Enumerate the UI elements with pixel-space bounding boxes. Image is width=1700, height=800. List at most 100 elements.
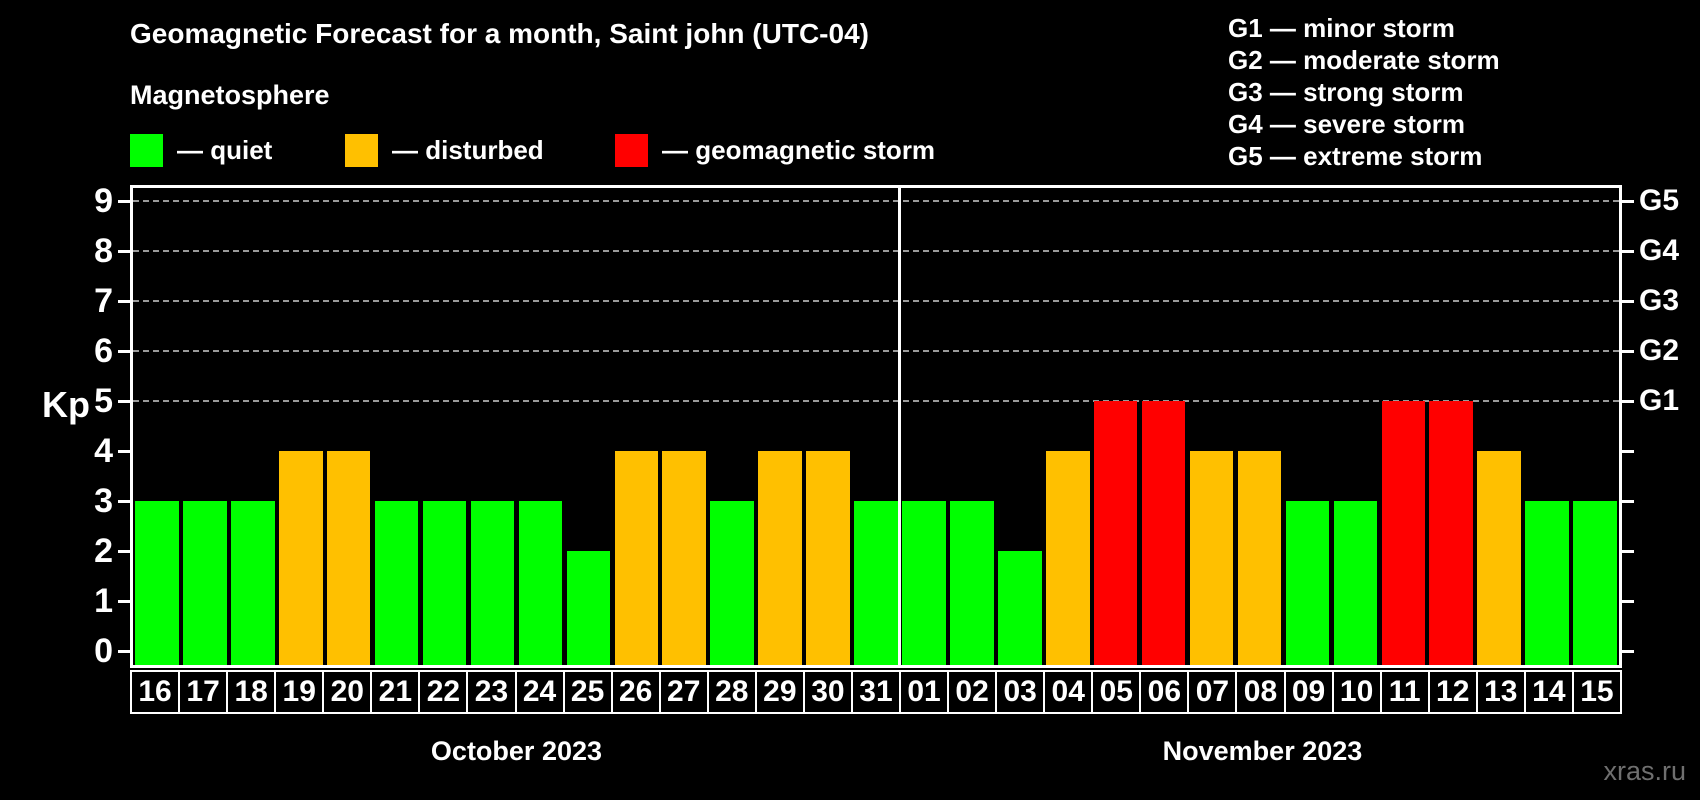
bar-day-30	[806, 451, 850, 665]
bar-day-22	[422, 501, 467, 665]
day-cell-16: 16	[130, 670, 181, 714]
left-axis-tick-8	[118, 250, 131, 253]
day-label-row: 16 17 18 19 20 21 22 23 24 25 26 27 28 29 30 31 01 02 03 04…	[130, 670, 1622, 714]
bar-day-12	[1429, 401, 1473, 665]
day-cell-20: 20	[322, 670, 373, 714]
bar-day-27	[662, 451, 707, 665]
day-cell-21: 21	[370, 670, 421, 714]
left-axis-tick-4	[118, 450, 131, 453]
y-axis-tick-label-3: 3	[94, 482, 113, 520]
left-axis-tick-1	[118, 600, 131, 603]
bar-day-15	[1573, 501, 1617, 665]
plot-area: 0 1 2 3 4 5 6 7 8 9 G1 G2 G3 G4 G5	[94, 182, 1679, 670]
y-axis-tick-label-6: 6	[94, 332, 113, 370]
right-axis-tick-6	[1621, 350, 1634, 353]
y-axis-title: Kp	[42, 384, 90, 425]
day-cell-07: 07	[1187, 670, 1238, 714]
right-axis-tick-9	[1621, 200, 1634, 203]
bar-day-14	[1525, 501, 1569, 665]
legend-item-disturbed: — disturbed	[345, 134, 544, 167]
day-cell-02: 02	[947, 670, 998, 714]
bar-day-31	[854, 501, 898, 665]
day-cell-06: 06	[1139, 670, 1190, 714]
gridline-kp-9	[133, 200, 1619, 202]
day-cell-23: 23	[466, 670, 517, 714]
bar-day-13	[1477, 451, 1521, 665]
g-legend-line-g1: G1 — minor storm	[1228, 13, 1455, 43]
day-cell-22: 22	[418, 670, 469, 714]
day-cell-25: 25	[562, 670, 613, 714]
bar-day-04	[1045, 451, 1090, 665]
day-cell-12: 12	[1427, 670, 1478, 714]
watermark: xras.ru	[1603, 756, 1686, 786]
page-title: Geomagnetic Forecast for a month, Saint …	[130, 18, 869, 49]
bar-day-03	[998, 551, 1042, 665]
g-axis-label-g4: G4	[1639, 234, 1680, 267]
gridline-kp-7	[133, 300, 1619, 302]
right-axis-tick-5	[1621, 400, 1634, 403]
left-axis-tick-2	[118, 550, 131, 553]
day-cell-09: 09	[1283, 670, 1334, 714]
day-cell-27: 27	[658, 670, 709, 714]
g-axis-label-g2: G2	[1639, 334, 1680, 367]
day-cell-14: 14	[1523, 670, 1574, 714]
y-axis-tick-label-0: 0	[94, 632, 113, 670]
left-axis-tick-5	[118, 400, 131, 403]
g-scale-legend: G1 — minor storm G2 — moderate storm G3 …	[1228, 12, 1500, 172]
legend-label-disturbed: — disturbed	[392, 135, 544, 165]
bar-day-23	[470, 501, 515, 665]
day-cell-26: 26	[610, 670, 661, 714]
left-axis-tick-6	[118, 350, 131, 353]
left-axis-tick-7	[118, 300, 131, 303]
day-cell-18: 18	[226, 670, 277, 714]
y-axis-tick-label-1: 1	[94, 582, 113, 620]
left-axis-tick-0	[118, 650, 131, 653]
legend-label-storm: — geomagnetic storm	[662, 135, 936, 165]
day-cell-11: 11	[1379, 670, 1430, 714]
month-label-november: November 2023	[1162, 736, 1363, 766]
left-axis-tick-9	[118, 200, 131, 203]
g-axis-label-g5: G5	[1639, 184, 1680, 217]
bar-day-11	[1381, 401, 1426, 665]
bar-day-16	[135, 501, 179, 665]
g-axis-label-g3: G3	[1639, 284, 1680, 317]
right-axis-tick-3	[1621, 500, 1634, 503]
month-divider	[898, 188, 902, 665]
day-cell-28: 28	[706, 670, 757, 714]
bar-day-21	[374, 501, 419, 665]
legend-item-storm: — geomagnetic storm	[615, 134, 935, 167]
day-cell-05: 05	[1091, 670, 1142, 714]
disturbed-color-swatch	[345, 134, 378, 167]
y-axis-tick-label-2: 2	[94, 532, 113, 570]
right-axis-tick-2	[1621, 550, 1634, 553]
bar-day-29	[758, 451, 802, 665]
day-cell-04: 04	[1043, 670, 1094, 714]
g-legend-line-g4: G4 — severe storm	[1228, 109, 1466, 139]
right-axis-tick-7	[1621, 300, 1634, 303]
g-legend-line-g3: G3 — strong storm	[1228, 77, 1464, 107]
bar-day-01	[902, 501, 946, 665]
bar-day-08	[1237, 451, 1282, 665]
bar-day-19	[279, 451, 323, 665]
right-axis-tick-1	[1621, 600, 1634, 603]
y-axis-tick-label-8: 8	[94, 232, 113, 270]
quiet-color-swatch	[130, 134, 163, 167]
day-cell-31: 31	[850, 670, 901, 714]
day-cell-10: 10	[1331, 670, 1382, 714]
day-cell-01: 01	[899, 670, 950, 714]
day-cell-19: 19	[274, 670, 325, 714]
month-label-october: October 2023	[430, 736, 603, 766]
day-cell-15: 15	[1571, 670, 1622, 714]
gridline-kp-8	[133, 250, 1619, 252]
bar-day-09	[1285, 501, 1330, 665]
gridline-kp-6	[133, 350, 1619, 352]
right-axis-tick-0	[1621, 650, 1634, 653]
g-legend-line-g5: G5 — extreme storm	[1228, 141, 1483, 171]
bar-day-24	[518, 501, 563, 665]
bar-day-07	[1189, 451, 1234, 665]
legend-item-quiet: — quiet	[130, 134, 272, 167]
day-cell-24: 24	[514, 670, 565, 714]
bar-day-17	[183, 501, 227, 665]
day-cell-08: 08	[1235, 670, 1286, 714]
right-axis-tick-4	[1621, 450, 1634, 453]
